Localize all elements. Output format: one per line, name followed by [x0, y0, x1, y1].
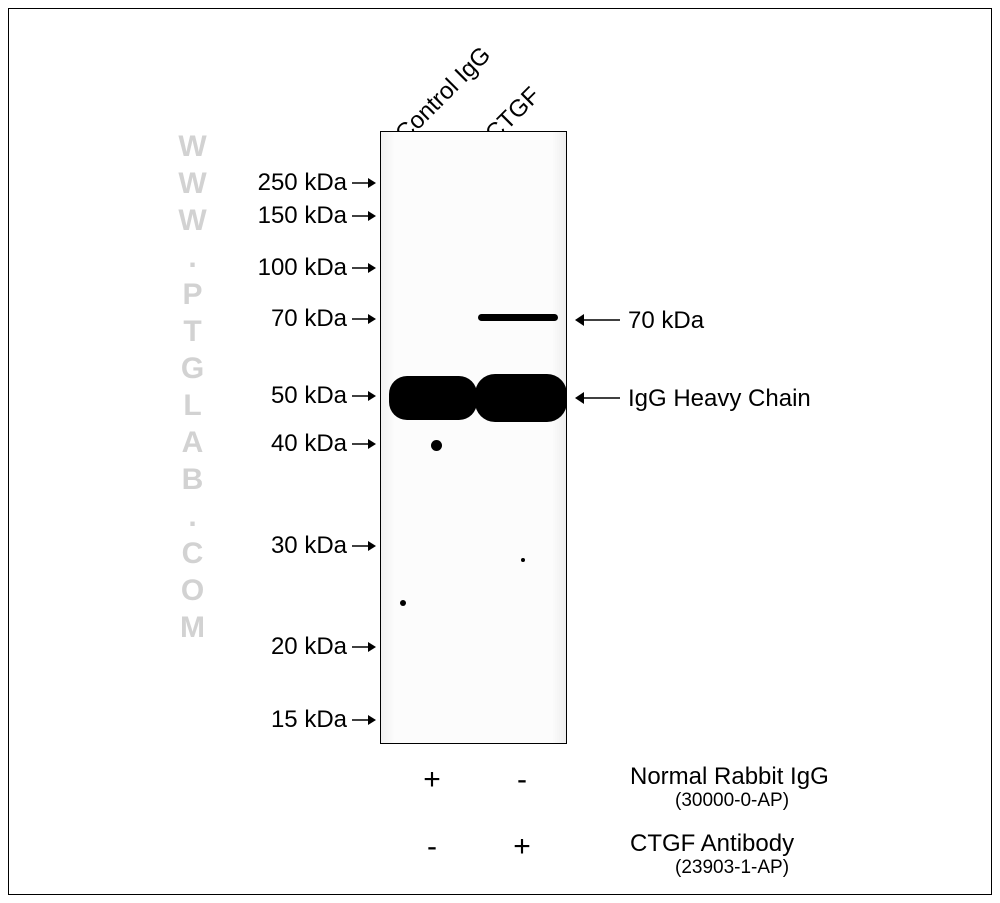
blot-left-shadow [381, 132, 395, 743]
speck-2 [521, 558, 525, 562]
mw-label-4: 50 kDa [217, 382, 347, 410]
right-label-0: 70 kDa [628, 307, 704, 335]
mw-arrow-0 [352, 177, 376, 189]
speck-0 [431, 440, 442, 451]
mw-arrow-6 [352, 540, 376, 552]
speck-1 [400, 600, 406, 606]
mw-arrow-1 [352, 210, 376, 222]
matrix-lane2-row0: - [507, 763, 537, 797]
blot-right-shadow [552, 132, 566, 743]
watermark: WWW.PTGLAB.COM [175, 130, 209, 648]
mw-arrow-2 [352, 262, 376, 274]
right-arrow-1 [575, 391, 620, 405]
mw-label-6: 30 kDa [217, 532, 347, 560]
mw-label-0: 250 kDa [217, 169, 347, 197]
mw-label-7: 20 kDa [217, 633, 347, 661]
mw-label-8: 15 kDa [217, 706, 347, 734]
mw-arrow-8 [352, 714, 376, 726]
ctgf-70kda-band [478, 314, 558, 321]
matrix-lane1-row1: - [417, 830, 447, 864]
antibody-name-0: Normal Rabbit IgG [630, 763, 829, 791]
right-arrow-0 [575, 313, 620, 327]
antibody-sku-0: (30000-0-AP) [675, 790, 789, 812]
mw-arrow-3 [352, 313, 376, 325]
mw-label-5: 40 kDa [217, 430, 347, 458]
right-label-1: IgG Heavy Chain [628, 385, 811, 413]
igg-heavy-lane1-band [389, 376, 477, 420]
antibody-sku-1: (23903-1-AP) [675, 857, 789, 879]
mw-label-3: 70 kDa [217, 305, 347, 333]
mw-arrow-5 [352, 438, 376, 450]
mw-label-1: 150 kDa [217, 202, 347, 230]
igg-heavy-lane2-band [475, 374, 567, 422]
blot-membrane [380, 131, 567, 744]
antibody-name-1: CTGF Antibody [630, 830, 794, 858]
matrix-lane1-row0: + [417, 763, 447, 797]
mw-arrow-4 [352, 390, 376, 402]
mw-arrow-7 [352, 641, 376, 653]
matrix-lane2-row1: + [507, 830, 537, 864]
mw-label-2: 100 kDa [217, 254, 347, 282]
